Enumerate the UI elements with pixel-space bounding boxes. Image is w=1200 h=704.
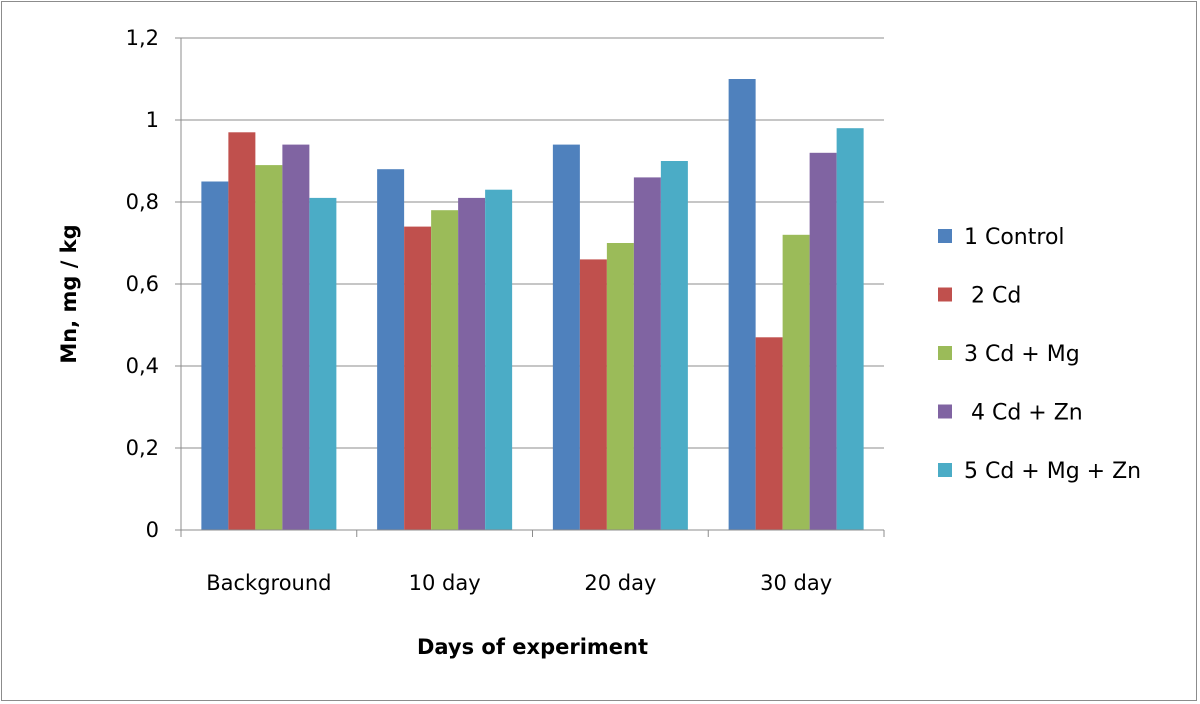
x-tick-labels: Background 10 day 20 day 30 day (206, 571, 832, 595)
y-axis-title: Mn, mg / kg (57, 224, 81, 363)
legend: 1 Control 2 Cd 3 Cd + Mg 4 Cd + Zn 5 Cd + … (938, 225, 1141, 484)
legend-swatch (938, 404, 952, 419)
legend-swatch (938, 287, 952, 302)
legend-label: 2 Cd (964, 284, 1021, 309)
bar (485, 189, 513, 530)
bar (728, 79, 756, 530)
bar (782, 234, 810, 531)
legend-label: 3 Cd + Mg (964, 342, 1080, 367)
y-tick-label: 0,4 (126, 354, 159, 378)
x-tick-label: Background (206, 571, 331, 595)
axes (180, 38, 885, 537)
bar (755, 337, 783, 530)
bar (309, 197, 337, 530)
y-tick-label: 1,2 (126, 26, 159, 50)
legend-swatch (938, 463, 952, 477)
legend-swatch (938, 229, 952, 243)
bar (431, 210, 459, 530)
bar (809, 152, 837, 531)
x-tick-label: 20 day (584, 571, 656, 595)
bar (552, 144, 580, 530)
legend-label: 4 Cd + Zn (964, 401, 1083, 426)
y-tick-label: 0,2 (126, 436, 159, 460)
bar (458, 197, 486, 530)
y-tick-labels: 0 0,2 0,4 0,6 0,8 1 1,2 (126, 26, 159, 542)
y-tick-label: 1 (146, 108, 159, 132)
bar (255, 165, 283, 530)
bar (660, 161, 688, 530)
bar (633, 177, 661, 530)
y-tick-label: 0,8 (126, 190, 159, 214)
bar (201, 181, 229, 530)
x-tick-label: 30 day (760, 571, 832, 595)
y-tick-label: 0 (146, 518, 159, 542)
bar (228, 132, 256, 531)
legend-label: 5 Cd + Mg + Zn (964, 459, 1141, 484)
x-tick-label: 10 day (409, 571, 481, 595)
bar (836, 128, 864, 530)
bars (201, 79, 864, 531)
legend-swatch (938, 346, 952, 360)
legend-label: 1 Control (964, 225, 1065, 250)
x-axis-title: Days of experiment (417, 635, 648, 659)
bar (377, 169, 405, 530)
bar (282, 144, 310, 530)
bar (579, 259, 607, 530)
bar (606, 243, 634, 530)
bar (404, 226, 432, 530)
y-tick-label: 0,6 (126, 272, 159, 296)
